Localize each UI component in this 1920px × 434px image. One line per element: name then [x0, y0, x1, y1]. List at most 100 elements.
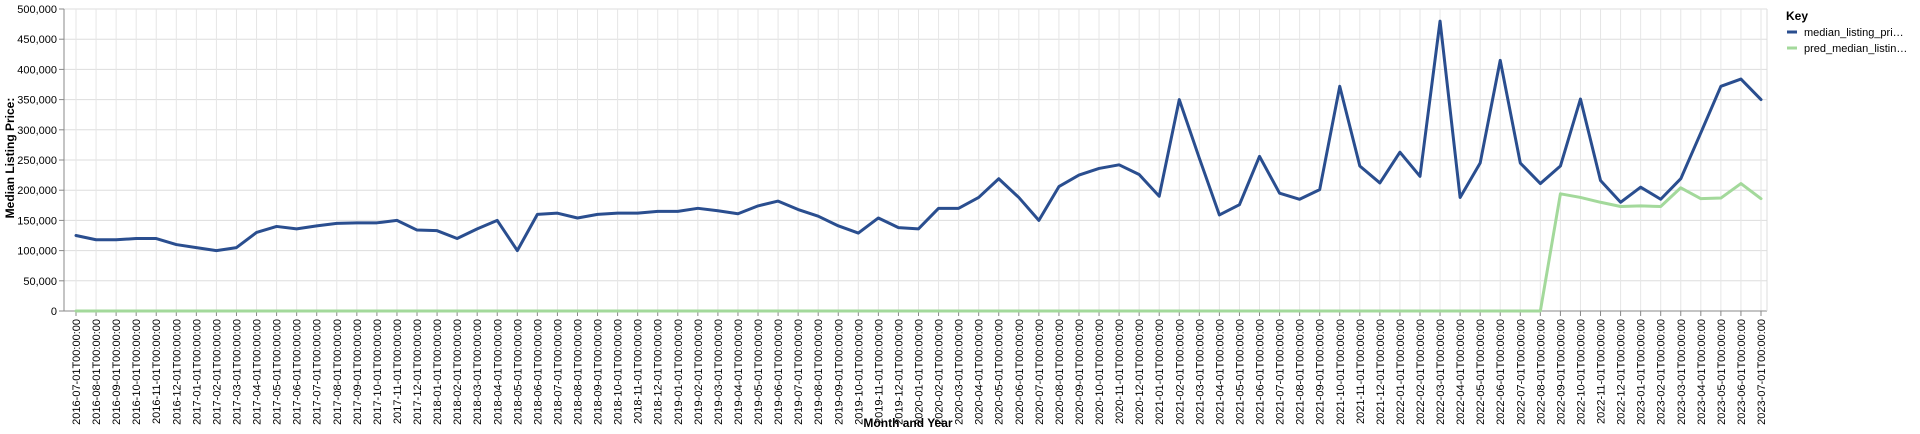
- x-tick-label: 2022-06-01T00:00:00: [1495, 319, 1507, 425]
- x-tick-label: 2018-05-01T00:00:00: [512, 319, 524, 425]
- x-tick-label: 2022-03-01T00:00:00: [1435, 319, 1447, 425]
- x-tick-label: 2021-11-01T00:00:00: [1355, 319, 1367, 424]
- x-tick-label: 2018-04-01T00:00:00: [492, 319, 504, 425]
- x-tick-label: 2019-05-01T00:00:00: [753, 319, 765, 425]
- y-tick-label: 50,000: [23, 276, 57, 288]
- y-tick-label: 150,000: [17, 215, 57, 227]
- x-tick-label: 2023-07-01T00:00:00: [1756, 319, 1768, 425]
- grid: [63, 8, 1768, 312]
- x-tick-label: 2019-06-01T00:00:00: [773, 319, 785, 425]
- x-tick-label: 2017-11-01T00:00:00: [392, 319, 404, 424]
- x-tick-label: 2020-07-01T00:00:00: [1034, 319, 1046, 425]
- x-tick-label: 2021-08-01T00:00:00: [1295, 319, 1307, 425]
- x-tick-label: 2020-03-01T00:00:00: [954, 319, 966, 425]
- y-tick-label: 450,000: [17, 34, 57, 46]
- series-layer: [74, 19, 1763, 313]
- x-tick-label: 2022-01-01T00:00:00: [1395, 319, 1407, 425]
- x-tick-label: 2018-02-01T00:00:00: [452, 319, 464, 425]
- x-tick-label: 2018-11-01T00:00:00: [633, 319, 645, 424]
- legend-label: median_listing_pri…: [1804, 27, 1904, 39]
- x-tick-label: 2019-07-01T00:00:00: [793, 319, 805, 425]
- x-tick-label: 2020-12-01T00:00:00: [1134, 319, 1146, 425]
- x-tick-label: 2023-01-01T00:00:00: [1636, 319, 1648, 425]
- x-tick-label: 2023-05-01T00:00:00: [1716, 319, 1728, 425]
- x-tick-label: 2019-02-01T00:00:00: [693, 319, 705, 425]
- x-tick-label: 2019-01-01T00:00:00: [673, 319, 685, 425]
- x-tick-label: 2020-10-01T00:00:00: [1094, 319, 1106, 425]
- x-tick-label: 2021-05-01T00:00:00: [1234, 319, 1246, 425]
- y-tick-label: 0: [51, 306, 57, 318]
- y-axis: 0 50,000 100,000 150,000 200,000 250,000 300,0…: [17, 4, 64, 318]
- series-line-median-listing-price: [74, 19, 1763, 253]
- x-tick-label: 2022-10-01T00:00:00: [1575, 319, 1587, 425]
- x-tick-label: 2022-09-01T00:00:00: [1555, 319, 1567, 425]
- x-tick-label: 2021-10-01T00:00:00: [1335, 319, 1347, 425]
- x-tick-label: 2016-07-01T00:00:00: [71, 319, 83, 425]
- x-tick-label: 2016-10-01T00:00:00: [131, 319, 143, 425]
- x-tick-label: 2023-04-01T00:00:00: [1696, 319, 1708, 425]
- y-tick-label: 200,000: [17, 185, 57, 197]
- x-tick-label: 2021-03-01T00:00:00: [1194, 319, 1206, 425]
- x-tick-label: 2017-09-01T00:00:00: [352, 319, 364, 425]
- x-tick-label: 2017-04-01T00:00:00: [252, 319, 264, 425]
- legend: Key median_listing_pri… pred_median_listi…: [1786, 9, 1907, 55]
- x-tick-label: 2022-12-01T00:00:00: [1616, 319, 1628, 425]
- x-tick-label: 2023-03-01T00:00:00: [1676, 319, 1688, 425]
- x-tick-label: 2017-06-01T00:00:00: [292, 319, 304, 425]
- x-tick-label: 2018-08-01T00:00:00: [572, 319, 584, 425]
- x-tick-label: 2023-02-01T00:00:00: [1656, 319, 1668, 425]
- x-tick-label: 2016-09-01T00:00:00: [111, 319, 123, 425]
- x-tick-label: 2022-04-01T00:00:00: [1455, 319, 1467, 425]
- x-tick-label: 2018-10-01T00:00:00: [613, 319, 625, 425]
- y-tick-label: 250,000: [17, 155, 57, 167]
- x-tick-label: 2017-10-01T00:00:00: [372, 319, 384, 425]
- x-tick-label: 2018-06-01T00:00:00: [532, 319, 544, 425]
- x-tick-label: 2021-12-01T00:00:00: [1375, 319, 1387, 425]
- x-tick-label: 2019-09-01T00:00:00: [833, 319, 845, 425]
- x-tick-label: 2019-12-01T00:00:00: [893, 319, 905, 425]
- x-tick-label: 2019-08-01T00:00:00: [813, 319, 825, 425]
- x-tick-label: 2020-08-01T00:00:00: [1054, 319, 1066, 425]
- x-tick-label: 2017-12-01T00:00:00: [412, 319, 424, 425]
- x-tick-label: 2020-06-01T00:00:00: [1014, 319, 1026, 425]
- x-tick-label: 2019-03-01T00:00:00: [713, 319, 725, 425]
- x-tick-label: 2021-04-01T00:00:00: [1214, 319, 1226, 425]
- y-tick-label: 400,000: [17, 64, 57, 76]
- x-tick-label: 2018-03-01T00:00:00: [472, 319, 484, 425]
- x-tick-label: 2017-08-01T00:00:00: [332, 319, 344, 425]
- y-axis-title: Median Listing Price:: [3, 98, 17, 219]
- legend-label: pred_median_listin…: [1804, 43, 1907, 55]
- x-tick-label: 2019-10-01T00:00:00: [853, 319, 865, 425]
- x-tick-label: 2019-11-01T00:00:00: [873, 319, 885, 424]
- x-tick-label: 2021-02-01T00:00:00: [1174, 319, 1186, 425]
- x-tick-label: 2019-04-01T00:00:00: [733, 319, 745, 425]
- x-axis-title: Month and Year: [863, 416, 952, 430]
- x-tick-label: 2017-05-01T00:00:00: [272, 319, 284, 425]
- x-tick-label: 2023-06-01T00:00:00: [1736, 319, 1748, 425]
- x-tick-label: 2021-07-01T00:00:00: [1275, 319, 1287, 425]
- y-tick-label: 500,000: [17, 4, 57, 16]
- x-tick-label: 2021-09-01T00:00:00: [1315, 319, 1327, 425]
- x-tick-label: 2018-12-01T00:00:00: [653, 319, 665, 425]
- x-tick-label: 2020-02-01T00:00:00: [934, 319, 946, 425]
- x-tick-label: 2020-05-01T00:00:00: [994, 319, 1006, 425]
- x-tick-label: 2020-04-01T00:00:00: [974, 319, 986, 425]
- x-axis: 2016-07-01T00:00:00 2016-08-01T00:00:00 20…: [71, 311, 1768, 425]
- x-tick-label: 2022-02-01T00:00:00: [1415, 319, 1427, 425]
- x-tick-label: 2016-08-01T00:00:00: [91, 319, 103, 425]
- x-tick-label: 2018-01-01T00:00:00: [432, 319, 444, 425]
- x-tick-label: 2022-08-01T00:00:00: [1535, 319, 1547, 425]
- x-tick-label: 2021-06-01T00:00:00: [1255, 319, 1267, 425]
- x-tick-label: 2016-12-01T00:00:00: [171, 319, 183, 425]
- x-tick-label: 2022-11-01T00:00:00: [1596, 319, 1608, 424]
- x-tick-label: 2017-01-01T00:00:00: [191, 319, 203, 425]
- series-line-pred-median-listing-price: [74, 182, 1763, 313]
- y-tick-label: 300,000: [17, 125, 57, 137]
- x-tick-label: 2018-07-01T00:00:00: [552, 319, 564, 425]
- x-tick-label: 2017-03-01T00:00:00: [231, 319, 243, 425]
- y-tick-label: 100,000: [17, 246, 57, 258]
- x-tick-label: 2020-09-01T00:00:00: [1074, 319, 1086, 425]
- y-tick-label: 350,000: [17, 95, 57, 107]
- x-tick-label: 2016-11-01T00:00:00: [151, 319, 163, 424]
